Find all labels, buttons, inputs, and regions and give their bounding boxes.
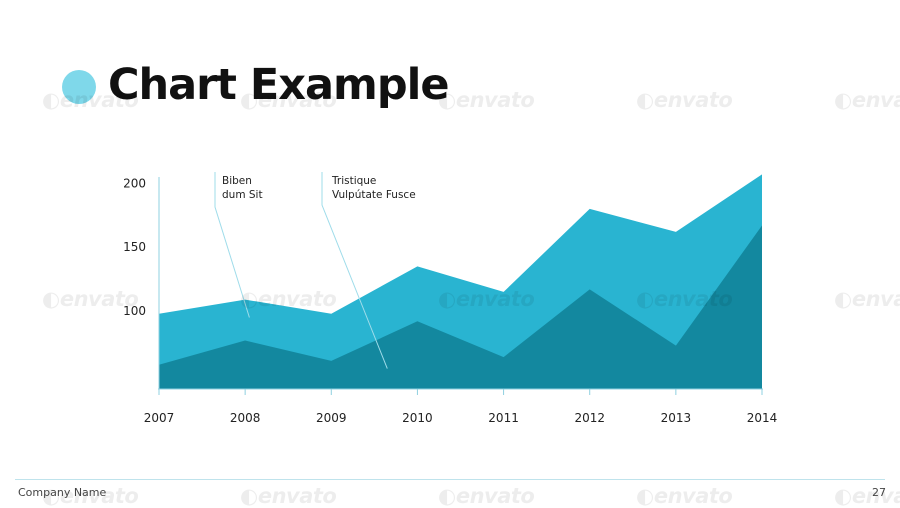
annotation-label: Vulpútate Fusce [332, 189, 416, 201]
annotation-callout-line [214, 172, 250, 318]
title-bullet-dot [62, 70, 96, 104]
annotation-label: Biben [222, 175, 252, 187]
annotation-label: dum Sit [222, 189, 263, 201]
y-tick-label: 200 [123, 176, 146, 190]
footer-divider [15, 479, 885, 480]
annotation-label: Tristique [331, 175, 376, 187]
page-number: 27 [872, 486, 886, 499]
x-tick-label: 2014 [747, 411, 778, 425]
x-tick-label: 2012 [574, 411, 605, 425]
x-tick-label: 2009 [316, 411, 347, 425]
page-title: Chart Example [108, 60, 450, 110]
x-tick-label: 2011 [488, 411, 519, 425]
x-tick-label: 2007 [144, 411, 175, 425]
area-series-2 [159, 225, 762, 389]
x-tick-label: 2008 [230, 411, 261, 425]
y-tick-label: 150 [123, 240, 146, 254]
annotation-callout-line [321, 172, 388, 369]
x-tick-label: 2013 [661, 411, 692, 425]
x-tick-label: 2010 [402, 411, 433, 425]
y-tick-label: 100 [123, 304, 146, 318]
footer-company-name: Company Name [18, 486, 107, 499]
